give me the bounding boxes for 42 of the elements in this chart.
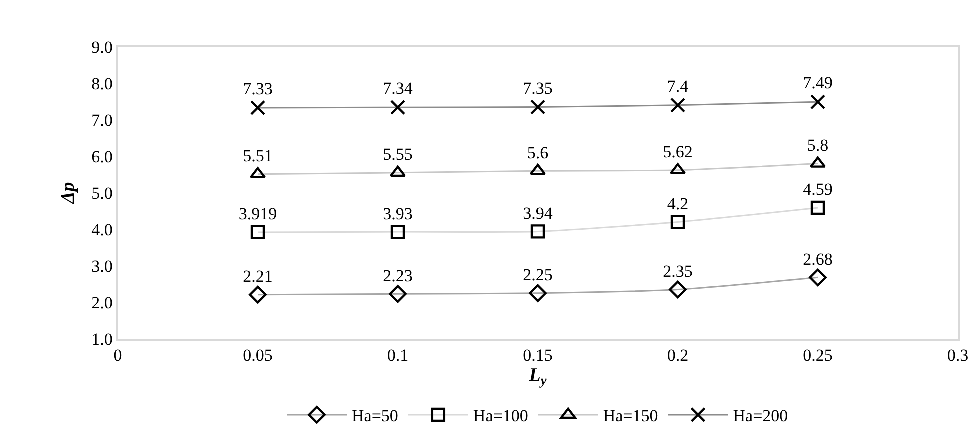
y-tick-label: 2.0 <box>92 293 113 312</box>
data-label: 3.94 <box>523 204 554 223</box>
data-label: 7.33 <box>243 80 273 99</box>
x-axis-title: L$_{y}$ <box>528 365 547 388</box>
data-label: 2.23 <box>383 266 413 286</box>
data-label: 2.68 <box>803 250 833 269</box>
data-label: 3.93 <box>383 204 413 224</box>
x-tick-label: 0.15 <box>523 346 553 366</box>
data-label: 4.59 <box>803 180 833 200</box>
y-tick-label: 3.0 <box>92 256 113 276</box>
data-label: 4.2 <box>667 194 689 214</box>
x-tick-label: 0.3 <box>947 346 969 366</box>
x-tick-label: 0.25 <box>803 346 833 366</box>
x-tick-label: 0 <box>114 346 122 366</box>
x-tick-label: 0.05 <box>243 346 273 366</box>
data-label: 7.34 <box>383 79 414 98</box>
y-tick-label: 4.0 <box>92 220 113 240</box>
y-axis-title: Δp <box>58 182 79 205</box>
data-label: 2.25 <box>523 266 553 285</box>
data-label: 2.35 <box>663 262 693 281</box>
data-label: 5.51 <box>243 146 273 166</box>
data-label: 7.4 <box>667 77 690 96</box>
y-tick-label: 5.0 <box>92 184 113 203</box>
data-label: 5.6 <box>527 143 549 162</box>
x-tick-label: 0.1 <box>387 346 409 366</box>
data-label: 3.919 <box>238 204 278 224</box>
data-label: 5.55 <box>383 145 413 164</box>
data-label: 7.49 <box>803 74 833 93</box>
y-tick-label: 1.0 <box>92 330 113 349</box>
y-tick-label: 9.0 <box>92 38 113 57</box>
legend-label: Ha=150 <box>603 406 658 426</box>
y-tick-label: 8.0 <box>92 74 113 94</box>
data-label: 2.21 <box>243 267 273 286</box>
y-tick-label: 6.0 <box>92 147 113 166</box>
data-label: 5.62 <box>663 142 693 162</box>
y-tick-label: 7.0 <box>92 110 113 130</box>
legend-label: Ha=200 <box>733 406 788 426</box>
legend-label: Ha=100 <box>473 406 528 426</box>
legend-label: Ha=50 <box>352 406 398 426</box>
data-label: 5.8 <box>807 136 829 156</box>
data-label: 7.35 <box>523 78 553 98</box>
x-tick-label: 0.2 <box>667 346 689 366</box>
